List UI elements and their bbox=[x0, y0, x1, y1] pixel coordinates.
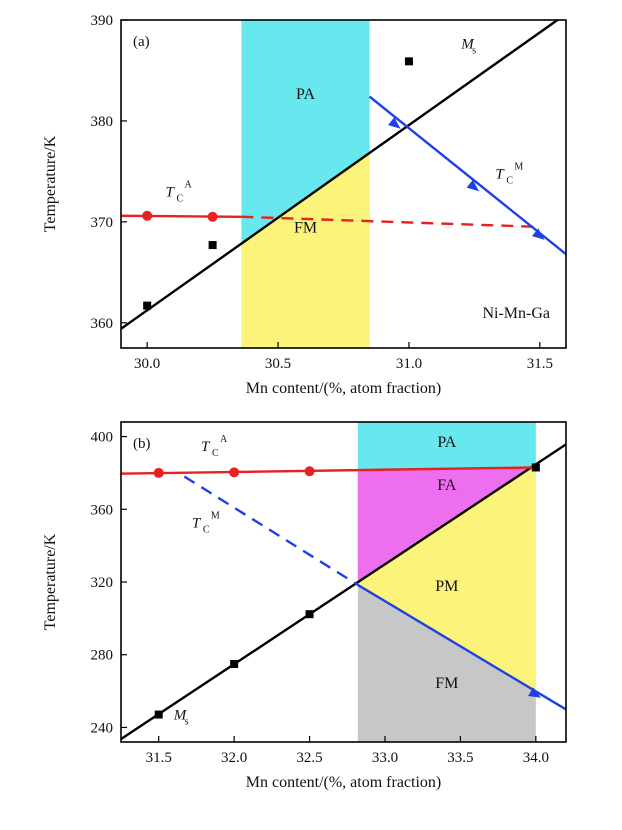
y-axis-label: Temperature/K bbox=[42, 135, 59, 232]
tca-point bbox=[229, 467, 240, 478]
tca-point bbox=[304, 466, 315, 477]
series-label-sup: M bbox=[211, 510, 220, 521]
x-tick-label: 33.0 bbox=[372, 750, 398, 766]
series-label-main: T bbox=[192, 515, 202, 531]
series-label-main: T bbox=[201, 439, 211, 455]
region-label-pm: PM bbox=[435, 578, 458, 595]
ms-point bbox=[230, 660, 239, 668]
x-tick-label: 31.0 bbox=[396, 356, 422, 372]
region-label-fm: FM bbox=[294, 220, 317, 237]
region-label-fa: FA bbox=[437, 477, 457, 494]
x-tick-label: 32.0 bbox=[221, 750, 247, 766]
x-tick-label: 33.5 bbox=[447, 750, 473, 766]
x-tick-label: 32.5 bbox=[296, 750, 322, 766]
series-label-sub: C bbox=[203, 524, 210, 535]
series-label-sub: C bbox=[212, 448, 219, 459]
x-tick-label: 30.5 bbox=[265, 356, 291, 372]
series-line-tca bbox=[121, 466, 536, 475]
region-fm bbox=[241, 152, 370, 348]
ms-point bbox=[208, 241, 217, 250]
y-tick-label: 240 bbox=[91, 720, 114, 736]
y-tick-label: 360 bbox=[91, 502, 114, 518]
region-pm bbox=[357, 464, 536, 692]
y-tick-label: 390 bbox=[91, 13, 114, 29]
series-label-tca: T CA bbox=[201, 434, 228, 459]
series-label-main: M bbox=[460, 36, 475, 52]
series-label-main: T bbox=[495, 166, 505, 182]
series-line-tca-extrapolated bbox=[241, 215, 540, 229]
y-tick-label: 380 bbox=[91, 114, 114, 130]
series-line-tcm-extrapolated bbox=[183, 475, 359, 586]
panel-b: 31.5 32.0 32.5 33.0 33.5 34.0 240 280 320 360 400 M… bbox=[42, 421, 567, 791]
alloy-annotation: Ni-Mn-Ga bbox=[482, 305, 550, 322]
region-label-pa: PA bbox=[437, 434, 456, 451]
y-tick-label: 320 bbox=[91, 575, 114, 591]
region-pa bbox=[241, 20, 370, 244]
x-tick-label: 30.0 bbox=[134, 356, 160, 372]
series-label-sub: C bbox=[177, 194, 184, 205]
y-tick-label: 360 bbox=[91, 316, 114, 332]
panel-a: 30.0 30.5 31.0 31.5 360 370 380 390 Mn content/(… bbox=[42, 13, 567, 397]
y-tick-label: 400 bbox=[91, 430, 114, 446]
series-line-tcm bbox=[357, 583, 566, 711]
series-line-tca bbox=[121, 214, 242, 218]
plot-frame bbox=[120, 19, 567, 349]
tcm-arrow-point bbox=[532, 228, 545, 240]
series-line-ms bbox=[121, 443, 566, 741]
region-label-fm: FM bbox=[435, 675, 458, 692]
series-line-ms bbox=[121, 20, 560, 330]
series-label-sub: s bbox=[472, 45, 476, 56]
panel-label: (a) bbox=[133, 34, 150, 50]
x-tick-label: 31.5 bbox=[527, 356, 553, 372]
tca-point bbox=[142, 210, 153, 221]
x-tick-label: 34.0 bbox=[523, 750, 549, 766]
y-tick-label: 280 bbox=[91, 648, 114, 664]
ms-point bbox=[154, 710, 163, 719]
ms-point bbox=[305, 610, 314, 619]
y-axis-label: Temperature/K bbox=[42, 533, 59, 630]
ms-point bbox=[531, 463, 540, 472]
plot-area bbox=[121, 422, 566, 742]
series-label-sup: A bbox=[185, 180, 193, 191]
series-line-tcm bbox=[368, 95, 566, 256]
tca-point bbox=[207, 211, 218, 222]
region-label-pa: PA bbox=[296, 86, 315, 103]
tcm-arrow-point bbox=[528, 687, 541, 698]
series-label-main: M bbox=[173, 707, 188, 723]
series-label-main: T bbox=[166, 185, 176, 201]
series-label-ms: Ms bbox=[173, 707, 189, 727]
region-pa bbox=[357, 422, 536, 471]
series-label-tca: T CA bbox=[166, 180, 193, 205]
series-label-tcm: T CM bbox=[495, 161, 523, 186]
series-label-ms: Ms bbox=[460, 36, 476, 56]
series-label-sub: s bbox=[185, 716, 189, 727]
series-label-sup: A bbox=[220, 434, 228, 445]
ms-point bbox=[404, 57, 413, 66]
tca-point bbox=[153, 467, 164, 478]
series-label-sup: M bbox=[514, 161, 523, 172]
x-tick-label: 31.5 bbox=[146, 750, 172, 766]
x-axis-label: Mn content/(%, atom fraction) bbox=[246, 380, 442, 397]
x-axis-label: Mn content/(%, atom fraction) bbox=[246, 774, 442, 791]
series-label-sub: C bbox=[506, 175, 513, 186]
region-fm bbox=[357, 584, 536, 742]
ms-point bbox=[143, 301, 152, 310]
tcm-arrow-point bbox=[466, 179, 480, 192]
y-tick-label: 370 bbox=[91, 215, 114, 231]
plot-area bbox=[121, 20, 566, 348]
panel-label: (b) bbox=[133, 436, 151, 452]
series-label-tcm: T CM bbox=[192, 510, 220, 535]
tcm-arrow-point bbox=[388, 117, 401, 129]
